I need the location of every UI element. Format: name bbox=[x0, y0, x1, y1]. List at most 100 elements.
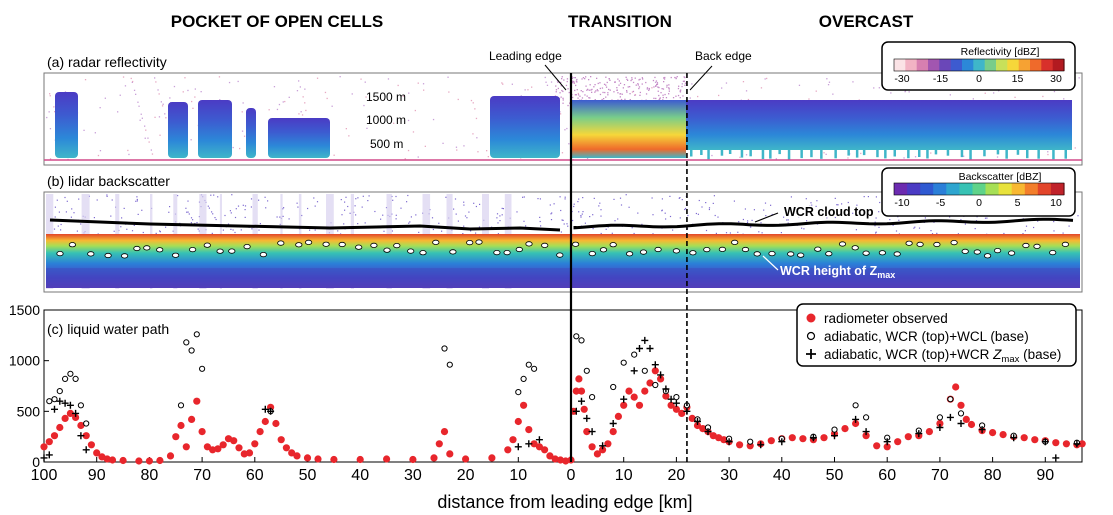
x-tick-label: 90 bbox=[1036, 467, 1054, 484]
x-tick-label: 70 bbox=[931, 467, 949, 484]
height-label-500: 500 m bbox=[370, 137, 403, 151]
wcl-base-point bbox=[177, 402, 185, 409]
zmax-marker bbox=[825, 251, 833, 257]
radiometer-point bbox=[93, 449, 101, 457]
zmax-marker bbox=[878, 250, 887, 256]
wcl-base-point bbox=[947, 396, 954, 403]
zmax-base-point bbox=[662, 385, 670, 393]
radiometer-point bbox=[614, 412, 623, 420]
wcl-base-point bbox=[747, 438, 754, 445]
reflectivity-colorbar-title: Reflectivity [dBZ] bbox=[961, 46, 1040, 58]
wcr-zmax-markers bbox=[56, 239, 1070, 259]
zmax-base-point bbox=[267, 407, 275, 415]
radiometer-point bbox=[894, 438, 902, 446]
zmax-base-point bbox=[51, 405, 58, 413]
header-overcast: OVERCAST bbox=[819, 12, 914, 31]
zmax-marker bbox=[983, 253, 992, 259]
colorbar-swatch bbox=[996, 59, 1008, 71]
legend-radiometer: radiometer observed bbox=[824, 311, 948, 326]
radiometer-point bbox=[925, 428, 934, 436]
zmax-marker bbox=[56, 251, 64, 257]
radiometer-point bbox=[672, 405, 681, 413]
zmax-marker bbox=[588, 251, 596, 257]
zmax-base-point bbox=[757, 441, 765, 449]
zmax-marker bbox=[916, 241, 924, 247]
zmax-base-point bbox=[514, 443, 522, 451]
header-poc: POCKET OF OPEN CELLS bbox=[171, 12, 384, 31]
colorbar-swatch bbox=[1037, 183, 1052, 195]
colorbar-swatch bbox=[946, 183, 960, 195]
zmax-marker bbox=[862, 250, 870, 256]
x-tick-label: 0 bbox=[567, 467, 576, 484]
zmax-marker bbox=[228, 248, 236, 254]
zmax-base-point bbox=[704, 428, 712, 436]
wcl-base-point bbox=[56, 388, 63, 395]
y-tick-label: 1000 bbox=[9, 353, 40, 369]
colorbar-swatch bbox=[962, 59, 974, 71]
radiometer-point bbox=[688, 414, 696, 422]
radiometer-point bbox=[356, 455, 364, 464]
wcl-base-point bbox=[188, 347, 195, 354]
radiometer-point bbox=[256, 428, 264, 436]
radiometer-point bbox=[609, 428, 617, 436]
zmax-marker bbox=[121, 253, 129, 259]
radiometer-point bbox=[203, 443, 211, 451]
zmax-base-point bbox=[535, 436, 543, 444]
colorbar-swatch bbox=[1050, 183, 1065, 195]
radiometer-point bbox=[383, 455, 391, 463]
radiometer-point bbox=[219, 441, 227, 449]
colorbar-swatch bbox=[984, 59, 997, 71]
radiometer-point bbox=[651, 367, 659, 375]
zmax-marker bbox=[407, 248, 415, 254]
colorbar-swatch bbox=[905, 59, 918, 71]
radiometer-point bbox=[45, 438, 53, 446]
zmax-marker bbox=[87, 251, 95, 257]
colorbar-swatch bbox=[916, 59, 929, 71]
x-tick-label: 90 bbox=[88, 467, 106, 484]
x-axis-label: distance from leading edge [km] bbox=[437, 492, 692, 512]
zmax-base-point bbox=[630, 367, 638, 375]
radiometer-point bbox=[952, 383, 960, 391]
zmax-marker bbox=[905, 240, 913, 246]
x-tick-label: 30 bbox=[404, 467, 422, 484]
radiometer-point bbox=[546, 452, 554, 460]
zmax-marker bbox=[961, 248, 969, 254]
colorbar-swatch bbox=[959, 183, 974, 195]
radiometer-point bbox=[699, 425, 707, 433]
wcl-base-point bbox=[72, 375, 79, 382]
height-label-1500: 1500 m bbox=[366, 90, 406, 104]
colorbar-tick-label: -5 bbox=[936, 197, 945, 209]
reflectivity-colorbar: Reflectivity [dBZ] -30 -15 0 15 30 bbox=[881, 41, 1076, 91]
colorbar-swatch bbox=[1052, 59, 1065, 71]
leading-edge-label: Leading edge bbox=[489, 49, 562, 63]
x-tick-label: 20 bbox=[668, 467, 686, 484]
zmax-base-point bbox=[936, 424, 944, 431]
radiometer-point bbox=[108, 456, 117, 464]
zmax-base-point bbox=[862, 428, 870, 436]
legend-wcl-base: adiabatic, WCR (top)+WCL (base) bbox=[824, 329, 1029, 344]
zmax-marker bbox=[599, 247, 608, 253]
radiometer-point bbox=[462, 455, 470, 463]
radiometer-point bbox=[288, 449, 296, 457]
zmax-base-point bbox=[588, 428, 596, 436]
radiometer-point bbox=[177, 421, 185, 430]
zmax-marker bbox=[741, 246, 750, 253]
colorbar-swatch bbox=[1030, 59, 1042, 71]
x-tick-label: 80 bbox=[141, 467, 159, 484]
radiometer-point bbox=[277, 436, 285, 444]
zmax-marker bbox=[203, 242, 211, 248]
zmax-marker bbox=[672, 248, 681, 254]
panel-c-label: (c) liquid water path bbox=[47, 321, 169, 337]
radiometer-point bbox=[514, 417, 522, 426]
radiometer-point bbox=[767, 437, 775, 445]
zmax-base-point bbox=[578, 397, 585, 405]
wcl-base-point bbox=[852, 402, 859, 409]
wcr-zmax-arrow bbox=[762, 255, 779, 271]
radiometer-point bbox=[509, 436, 517, 444]
radiometer-point bbox=[156, 456, 164, 465]
zmax-marker bbox=[104, 252, 112, 259]
legend-zmax-base: adiabatic, WCR (top)+WCR Zmax (base) bbox=[824, 347, 1061, 365]
radar-echoes bbox=[55, 92, 1072, 160]
zmax-marker bbox=[556, 252, 564, 258]
